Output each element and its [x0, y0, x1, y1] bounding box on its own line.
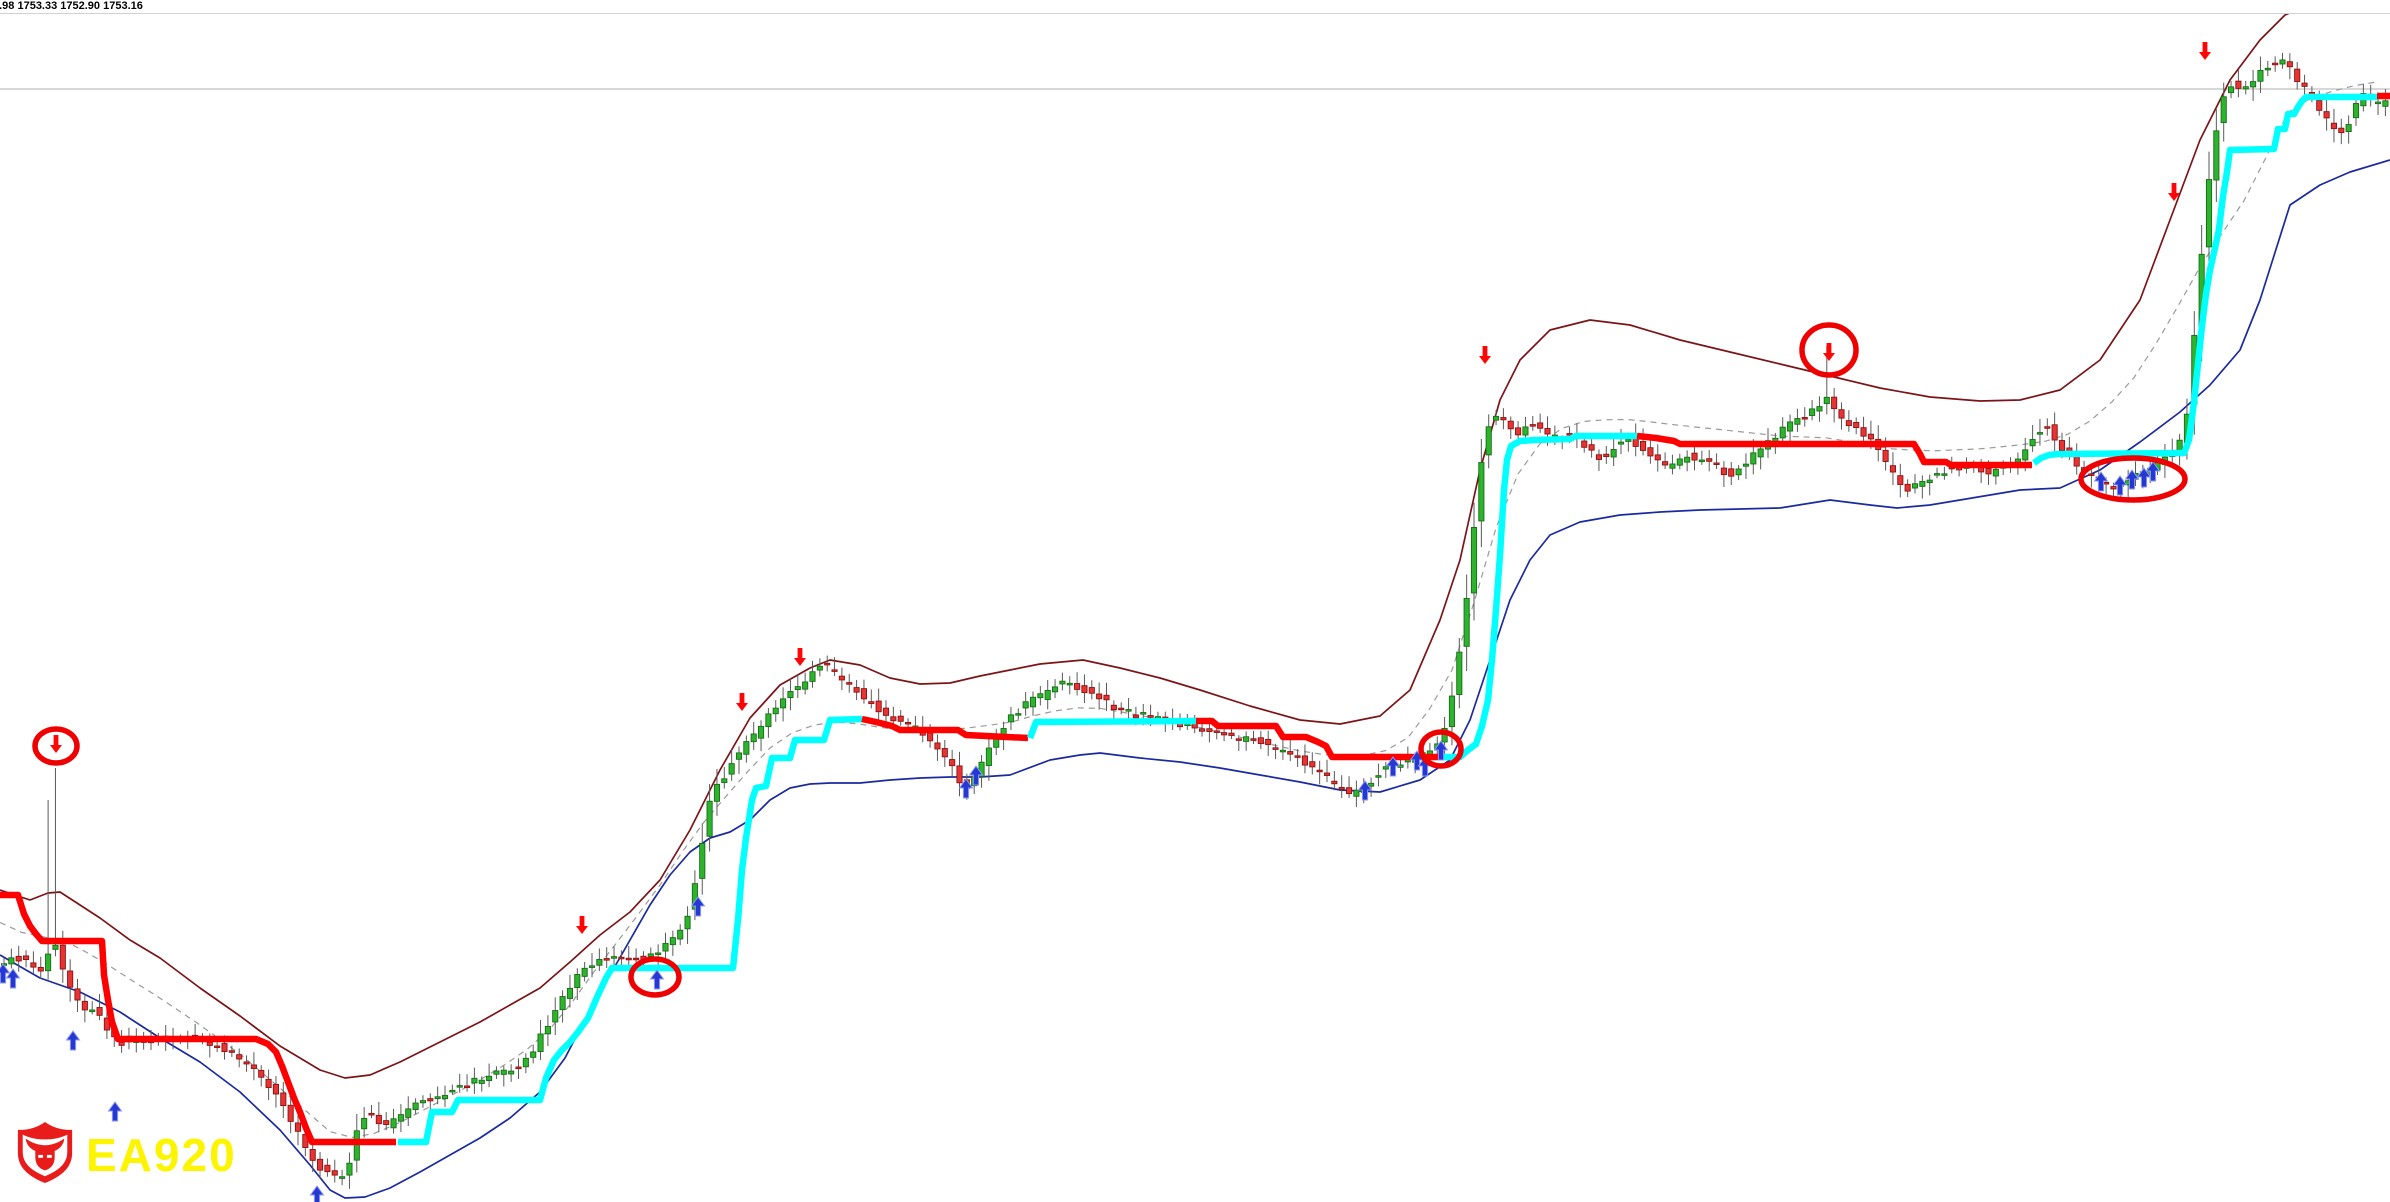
- downtrend-line-segment: [0, 891, 396, 1146]
- buy-up-arrow-icon: [690, 896, 706, 917]
- sell-down-arrow-icon: [794, 648, 806, 666]
- uptrend-line-segment: [398, 715, 863, 1146]
- buy-up-arrow-icon: [968, 765, 984, 786]
- sell-down-arrow-icon: [1823, 343, 1835, 361]
- ohlc-readout: 2.98 1753.33 1752.90 1753.16: [0, 0, 143, 12]
- buy-up-arrow-icon: [2112, 475, 2128, 496]
- buy-up-arrow-icon: [2093, 471, 2109, 492]
- buy-up-arrow-icon: [107, 1101, 123, 1122]
- buy-up-arrow-icon: [1385, 756, 1401, 777]
- sell-down-arrow-icon: [1479, 346, 1491, 364]
- buy-up-arrow-icon: [0, 963, 11, 984]
- buy-up-arrow-icon: [5, 968, 21, 989]
- buy-up-arrow-icon: [309, 1185, 325, 1202]
- trend-stop-lines: [0, 92, 2390, 1146]
- signal-highlight-circle: [1799, 322, 1859, 378]
- signal-arrows-layer: [0, 42, 2211, 1202]
- signal-highlight-circle: [2078, 455, 2188, 503]
- buy-up-arrow-icon: [649, 969, 665, 990]
- signal-highlight-circle: [628, 956, 682, 998]
- uptrend-line-segment: [1442, 432, 1637, 761]
- buy-up-arrow-icon: [2145, 461, 2161, 482]
- ea920-logo: EA920: [14, 1120, 237, 1189]
- signal-highlight-circle: [1418, 729, 1464, 769]
- sell-down-arrow-icon: [736, 693, 748, 711]
- buy-up-arrow-icon: [2136, 467, 2152, 488]
- sell-down-arrow-icon: [50, 735, 62, 753]
- chart-top-bar: 2.98 1753.33 1752.90 1753.16: [0, 0, 2390, 14]
- downtrend-line-segment: [1196, 717, 1442, 761]
- buy-up-arrow-icon: [958, 778, 974, 799]
- sell-down-arrow-icon: [576, 916, 588, 934]
- candles-layer: [0, 52, 2389, 1189]
- buy-up-arrow-icon: [1357, 780, 1373, 801]
- downtrend-line-segment: [1636, 432, 2032, 469]
- sell-down-arrow-icon: [2199, 42, 2211, 60]
- signal-highlight-circle: [32, 726, 80, 766]
- signal-circles-layer: [32, 322, 2188, 998]
- buy-up-arrow-icon: [1433, 740, 1449, 761]
- upper-band-line: [0, 14, 2290, 1079]
- uptrend-line-segment: [1026, 717, 1197, 740]
- buy-up-arrow-icon: [65, 1030, 81, 1051]
- bull-shield-icon: [14, 1120, 76, 1189]
- sell-down-arrow-icon: [2168, 183, 2180, 201]
- middle-band-dashed-line: [0, 81, 2377, 1139]
- ea920-logo-text: EA920: [86, 1128, 237, 1181]
- buy-up-arrow-icon: [2124, 469, 2140, 490]
- uptrend-line-segment: [2032, 93, 2377, 466]
- downtrend-line-segment: [861, 715, 1029, 742]
- lower-band-line: [0, 159, 2390, 1199]
